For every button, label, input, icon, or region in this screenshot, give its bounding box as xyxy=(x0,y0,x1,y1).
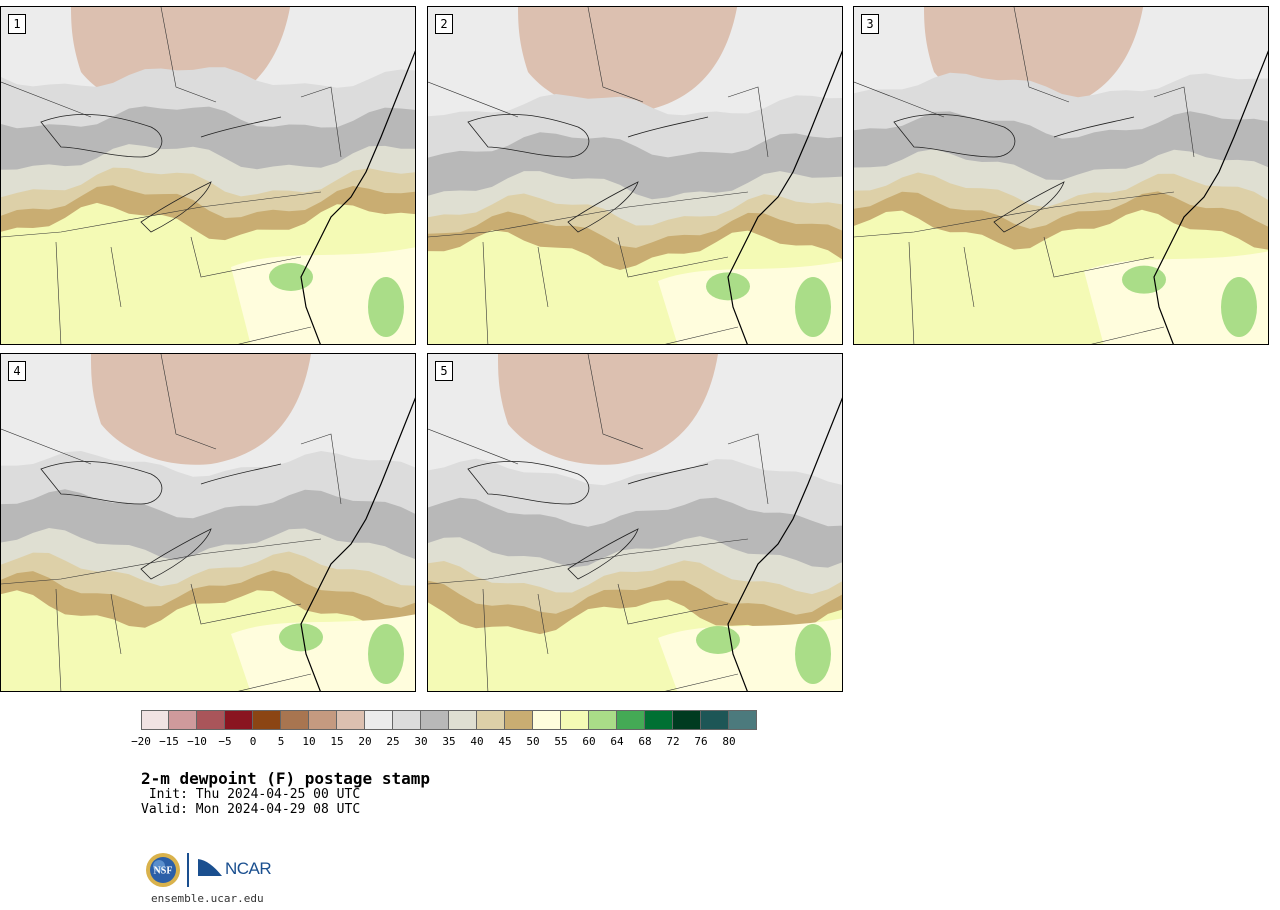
colorbar-box xyxy=(645,710,673,730)
init-time: Init: Thu 2024-04-25 00 UTC xyxy=(141,787,361,802)
member-panel-4: 4 xyxy=(0,353,416,692)
member-panel-2: 2 xyxy=(427,6,843,345)
colorbar-box xyxy=(337,710,365,730)
colorbar-tick-label: 30 xyxy=(414,735,428,748)
colorbar-box xyxy=(393,710,421,730)
colorbar-box xyxy=(365,710,393,730)
colorbar-box xyxy=(253,710,281,730)
colorbar-box xyxy=(225,710,253,730)
member-panel-3: 3 xyxy=(853,6,1269,345)
colorbar-tick-label: 40 xyxy=(470,735,484,748)
colorbar-box xyxy=(505,710,533,730)
colorbar-box xyxy=(169,710,197,730)
nsf-logo: NSF xyxy=(146,853,180,887)
plot-title: 2-m dewpoint (F) postage stamp xyxy=(141,769,430,788)
dewpoint-map-3 xyxy=(854,7,1268,344)
colorbar-tick-label: 60 xyxy=(582,735,596,748)
colorbar-tick-label: 76 xyxy=(694,735,708,748)
dewpoint-map-4 xyxy=(1,354,415,691)
dewpoint-map-2 xyxy=(428,7,842,344)
svg-text:NSF: NSF xyxy=(154,866,173,877)
ncar-logo-text: NCAR xyxy=(225,859,272,878)
colorbar-box xyxy=(309,710,337,730)
site-url[interactable]: ensemble.ucar.edu xyxy=(151,892,264,905)
colorbar-box xyxy=(141,710,169,730)
colorbar-box xyxy=(673,710,701,730)
dewpoint-map-1 xyxy=(1,7,415,344)
valid-time: Valid: Mon 2024-04-29 08 UTC xyxy=(141,802,361,817)
colorbar-tick-label: 35 xyxy=(442,735,456,748)
colorbar-tick-label: 45 xyxy=(498,735,512,748)
member-label: 2 xyxy=(435,14,453,34)
colorbar-tick-label: 55 xyxy=(554,735,568,748)
colorbar-tick-label: 15 xyxy=(330,735,344,748)
colorbar-tick-label: −15 xyxy=(159,735,179,748)
colorbar-tick-label: 64 xyxy=(610,735,624,748)
colorbar-box xyxy=(197,710,225,730)
logo-divider xyxy=(187,853,189,887)
colorbar-box xyxy=(701,710,729,730)
colorbar-box xyxy=(729,710,757,730)
member-label: 5 xyxy=(435,361,453,381)
colorbar-box xyxy=(421,710,449,730)
colorbar-tick-label: −20 xyxy=(131,735,151,748)
colorbar-tick-label: 68 xyxy=(638,735,652,748)
member-panel-1: 1 xyxy=(0,6,416,345)
colorbar-tick-label: 0 xyxy=(249,735,257,748)
colorbar-box xyxy=(617,710,645,730)
colorbar-box xyxy=(281,710,309,730)
colorbar-tick-label: −5 xyxy=(218,735,232,748)
colorbar-tick-label: −10 xyxy=(187,735,207,748)
ncar-logo-mark xyxy=(198,859,222,876)
colorbar-tick-label: 50 xyxy=(526,735,540,748)
colorbar-tick-label: 20 xyxy=(358,735,372,748)
member-label: 4 xyxy=(8,361,26,381)
dewpoint-map-5 xyxy=(428,354,842,691)
colorbar-tick-label: 5 xyxy=(277,735,285,748)
colorbar-box xyxy=(589,710,617,730)
member-panel-5: 5 xyxy=(427,353,843,692)
colorbar-box xyxy=(449,710,477,730)
colorbar-tick-label: 80 xyxy=(722,735,736,748)
member-label: 3 xyxy=(861,14,879,34)
colorbar-box xyxy=(561,710,589,730)
colorbar-tick-label: 72 xyxy=(666,735,680,748)
colorbar-tick-label: 10 xyxy=(302,735,316,748)
colorbar-box xyxy=(477,710,505,730)
colorbar-box xyxy=(533,710,561,730)
colorbar-tick-label: 25 xyxy=(386,735,400,748)
member-label: 1 xyxy=(8,14,26,34)
